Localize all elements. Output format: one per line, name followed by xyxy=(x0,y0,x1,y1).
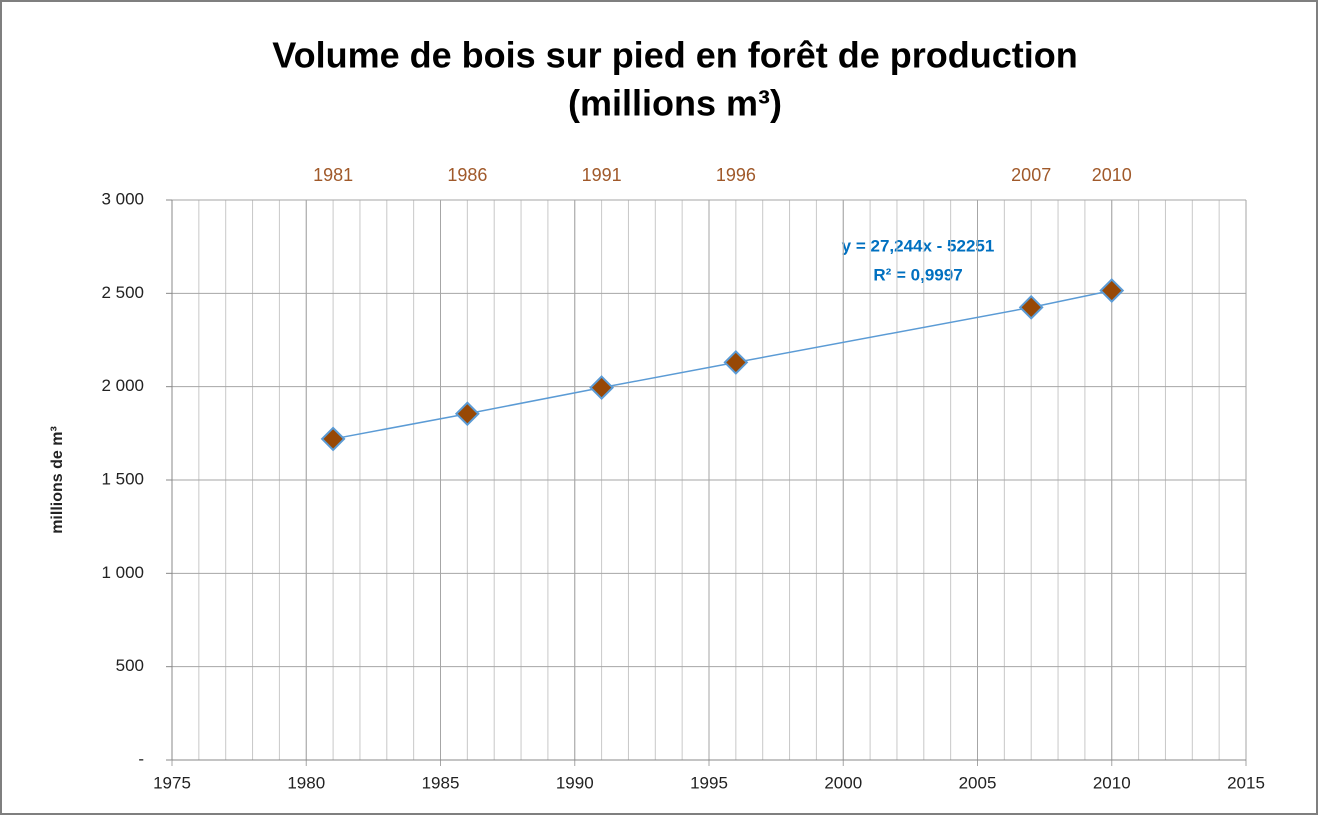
x-tick-label: 1995 xyxy=(690,773,728,792)
series-line xyxy=(332,289,1112,440)
y-tick-label: 2 000 xyxy=(101,376,144,395)
x-tick-label: 1980 xyxy=(287,773,325,792)
y-tick-label: 500 xyxy=(116,656,144,675)
y-tick-label: - xyxy=(138,749,144,768)
x-tick-label: 1975 xyxy=(153,773,191,792)
x-tick-label: 2005 xyxy=(959,773,997,792)
marker xyxy=(1018,294,1044,320)
marker xyxy=(320,426,346,452)
x-tick-label: 2010 xyxy=(1093,773,1131,792)
data-label: 1986 xyxy=(447,165,487,185)
data-label: 1991 xyxy=(582,165,622,185)
marker xyxy=(589,375,615,401)
y-axis-label: millions de m³ xyxy=(49,426,66,534)
marker xyxy=(454,401,480,427)
data-label: 1996 xyxy=(716,165,756,185)
chart-subtitle: (millions m³) xyxy=(568,83,782,124)
chart-title: Volume de bois sur pied en forêt de prod… xyxy=(272,35,1077,76)
x-tick-label: 2015 xyxy=(1227,773,1265,792)
trendline-r2: R² = 0,9997 xyxy=(873,265,962,284)
trendline-equation: y = 27,244x - 52251 xyxy=(842,236,995,255)
x-tick-label: 1985 xyxy=(422,773,460,792)
data-label: 1981 xyxy=(313,165,353,185)
x-tick-label: 1990 xyxy=(556,773,594,792)
data-label: 2010 xyxy=(1092,165,1132,185)
data-label: 2007 xyxy=(1011,165,1051,185)
y-tick-label: 1 500 xyxy=(101,469,144,488)
y-tick-label: 3 000 xyxy=(101,189,144,208)
y-tick-label: 2 500 xyxy=(101,283,144,302)
marker xyxy=(723,349,749,375)
y-tick-label: 1 000 xyxy=(101,563,144,582)
x-tick-label: 2000 xyxy=(824,773,862,792)
marker xyxy=(1099,278,1125,303)
